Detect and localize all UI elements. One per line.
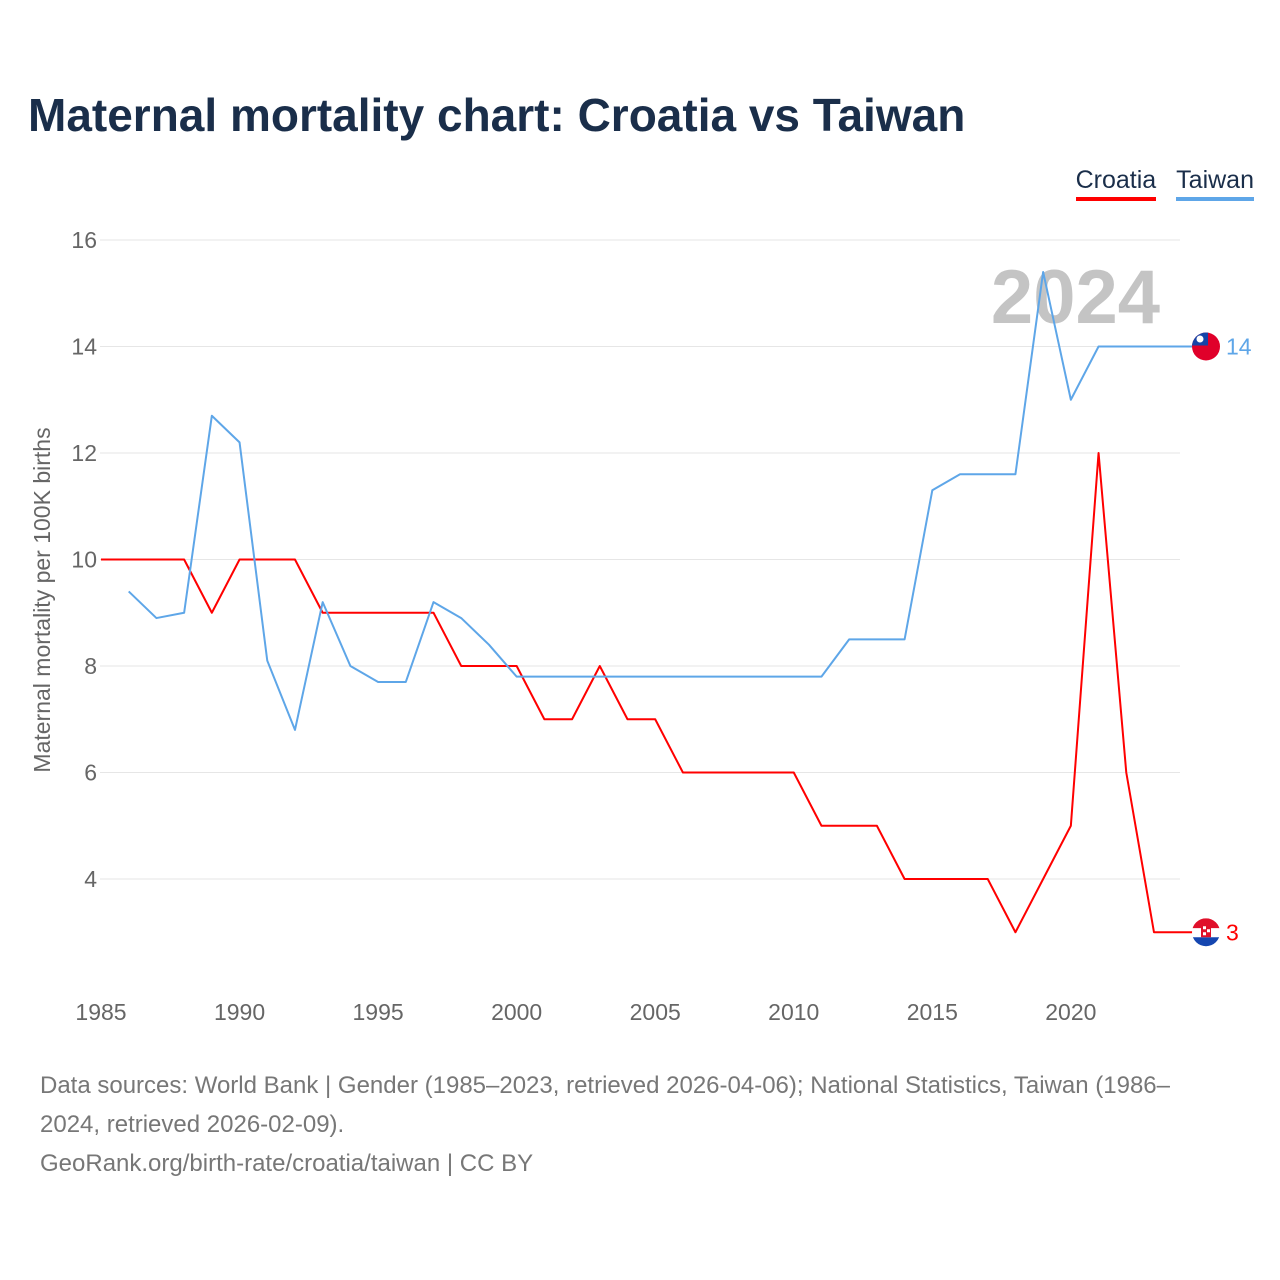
- taiwan-flag-icon: [1192, 332, 1220, 361]
- y-tick-label: 6: [84, 760, 97, 786]
- x-tick-label: 2020: [1045, 999, 1096, 1025]
- credit-link[interactable]: GeoRank.org/birth-rate/croatia/taiwan | …: [40, 1150, 534, 1177]
- series-line-croatia[interactable]: [101, 452, 1206, 934]
- croatia-flag-icon: [1192, 918, 1220, 947]
- chart-title: Maternal mortality chart: Croatia vs Tai…: [28, 89, 966, 141]
- y-tick-label: 8: [84, 653, 97, 679]
- data-sources: Data sources: World Bank | Gender (1985–…: [40, 1072, 1170, 1138]
- legend: Croatia Taiwan: [1075, 166, 1254, 201]
- year-watermark: 2024: [991, 255, 1160, 340]
- y-tick-label: 16: [71, 227, 97, 253]
- end-value-label: 14: [1226, 334, 1252, 360]
- x-tick-label: 2015: [907, 999, 958, 1025]
- x-tick-label: 2005: [630, 999, 681, 1025]
- y-tick-label: 12: [71, 440, 97, 466]
- legend-taiwan[interactable]: Taiwan: [1176, 166, 1254, 201]
- x-tick-label: 1985: [75, 999, 126, 1025]
- y-tick-label: 4: [84, 866, 97, 892]
- y-axis-label: Maternal mortality per 100K births: [29, 427, 55, 772]
- x-tick-label: 1990: [214, 999, 265, 1025]
- y-tick-label: 10: [71, 547, 97, 573]
- line-chart: 4 6 8 10 12 14 16 1985 1990 1995 2000 2005 2010 2015 2…: [29, 227, 1252, 1025]
- y-tick-label: 14: [71, 334, 97, 360]
- end-value-label: 3: [1226, 919, 1239, 945]
- legend-croatia[interactable]: Croatia: [1075, 166, 1157, 201]
- x-tick-label: 1995: [353, 999, 404, 1025]
- x-tick-label: 2010: [768, 999, 819, 1025]
- series-line-taiwan[interactable]: [128, 270, 1206, 731]
- x-tick-label: 2000: [491, 999, 542, 1025]
- footer: Data sources: World Bank | Gender (1985–…: [40, 1066, 1220, 1183]
